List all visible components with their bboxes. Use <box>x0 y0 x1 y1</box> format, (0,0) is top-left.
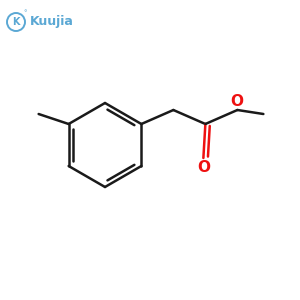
Text: K: K <box>12 17 20 27</box>
Text: Kuujia: Kuujia <box>30 16 74 28</box>
Text: O: O <box>197 160 210 175</box>
Text: °: ° <box>24 10 27 16</box>
Text: O: O <box>230 94 243 109</box>
